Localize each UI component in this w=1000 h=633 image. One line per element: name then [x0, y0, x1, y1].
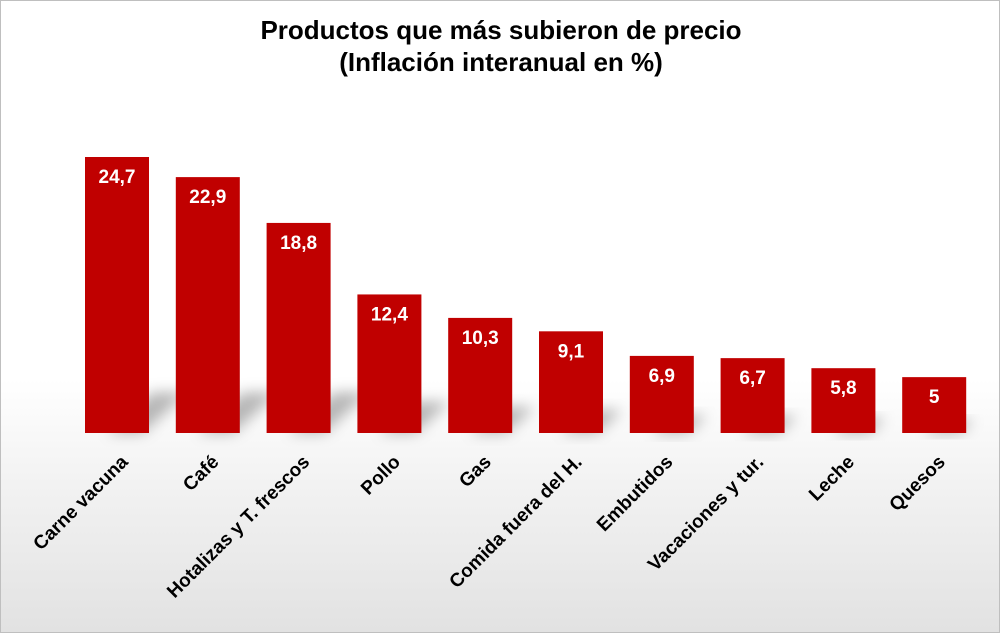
- bar: [629, 355, 694, 433]
- bar-value-label: 22,9: [189, 187, 226, 208]
- bar-value-label: 6,9: [649, 366, 675, 387]
- bar: [266, 222, 331, 433]
- bar: [811, 368, 876, 433]
- category-label: Embutidos: [593, 452, 677, 536]
- category-label: Café: [179, 452, 223, 496]
- bar-value-label: 18,8: [280, 233, 317, 254]
- bar: [720, 358, 785, 433]
- category-label: Quesos: [886, 452, 950, 516]
- category-label: Carne vacuna: [30, 451, 133, 554]
- category-label: Gas: [455, 452, 495, 492]
- bar-value-label: 5,8: [830, 378, 856, 399]
- category-label: Leche: [805, 452, 859, 506]
- bar: [85, 157, 149, 433]
- bar: [539, 331, 603, 433]
- category-label: Pollo: [357, 452, 405, 500]
- bar-value-label: 9,1: [558, 341, 585, 362]
- bar-value-label: 10,3: [462, 328, 499, 349]
- chart-subtitle: (Inflación interanual en %): [339, 47, 663, 77]
- bar: [902, 377, 967, 433]
- bar-value-label: 24,7: [99, 167, 136, 188]
- bar: [357, 294, 422, 433]
- chart-title: Productos que más subieron de precio: [260, 15, 742, 45]
- bar-value-label: 6,7: [739, 368, 765, 389]
- bar: [448, 317, 513, 433]
- bar: [175, 177, 240, 433]
- bar-value-label: 5: [929, 387, 940, 408]
- bar-value-label: 12,4: [371, 304, 408, 325]
